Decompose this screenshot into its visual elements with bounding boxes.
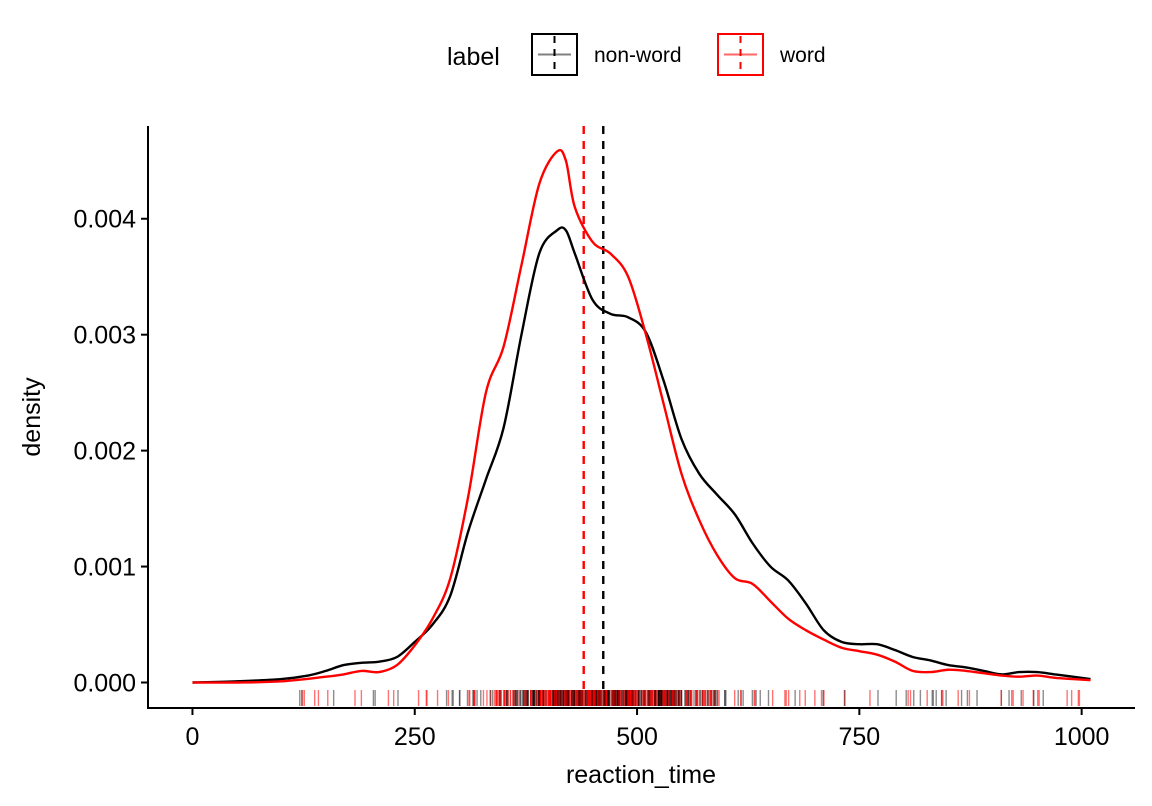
x-axis-title: reaction_time	[566, 761, 716, 789]
y-tick-label: 0.002	[73, 438, 136, 466]
legend-key-non-word	[531, 33, 578, 76]
rug-marks	[299, 690, 1081, 706]
x-tick-label: 750	[838, 723, 880, 751]
x-tick-label: 500	[616, 723, 658, 751]
x-ticks: 0 250 500 750 1000	[186, 708, 1110, 751]
x-tick-label: 0	[186, 723, 200, 751]
density-curves	[192, 148, 1091, 684]
legend-label-word: word	[779, 44, 826, 67]
legend-title: label	[447, 43, 500, 71]
density-curve-non-word	[192, 226, 1091, 684]
y-tick-label: 0.003	[73, 322, 136, 350]
y-tick-label: 0.000	[73, 669, 136, 697]
y-tick-label: 0.001	[73, 554, 136, 582]
mean-lines	[582, 126, 605, 692]
y-tick-label: 0.004	[73, 206, 136, 234]
legend-label-non-word: non-word	[594, 44, 682, 67]
density-curve-word	[192, 148, 1091, 684]
x-tick-label: 1000	[1054, 723, 1110, 751]
y-ticks: 0.000 0.001 0.002 0.003 0.004	[73, 206, 148, 697]
legend: label non-word word	[447, 33, 826, 76]
legend-key-word	[717, 33, 764, 76]
x-tick-label: 250	[394, 723, 436, 751]
y-axis-title: density	[18, 377, 46, 457]
